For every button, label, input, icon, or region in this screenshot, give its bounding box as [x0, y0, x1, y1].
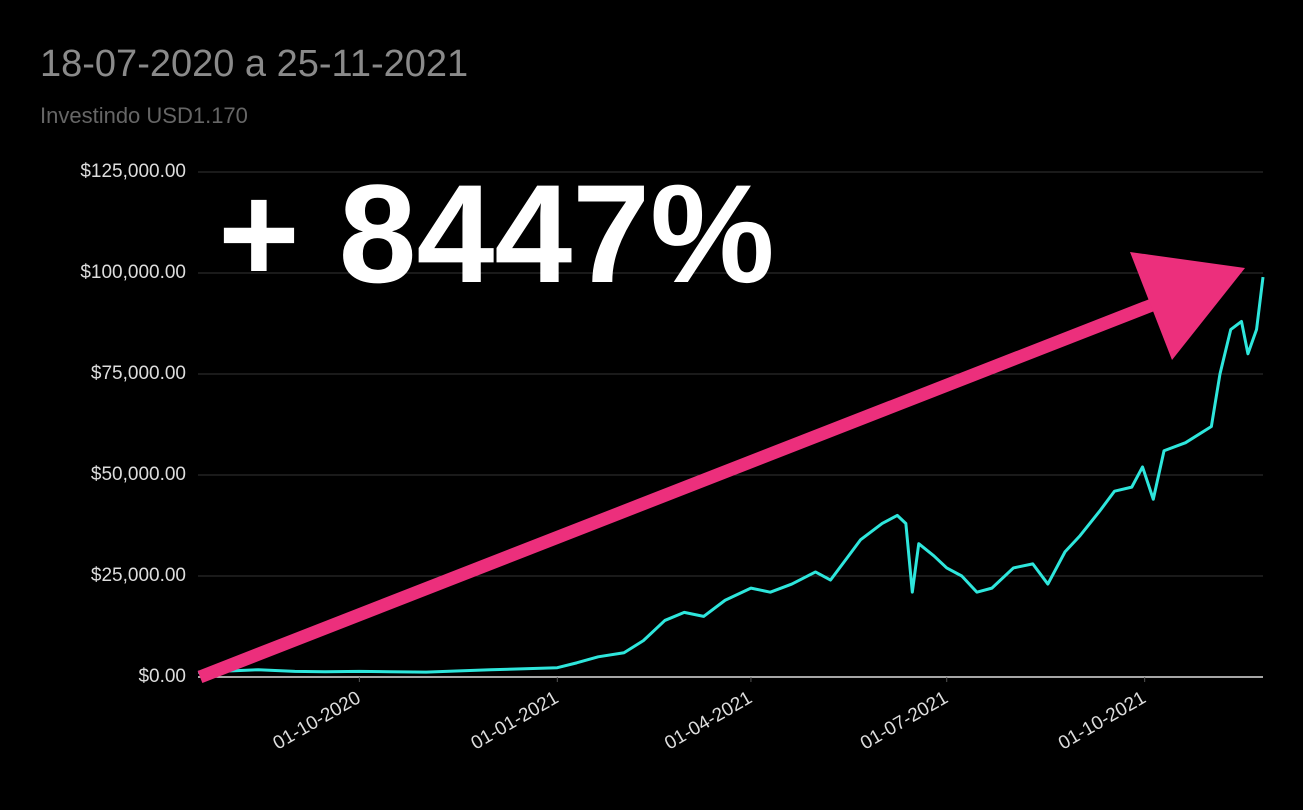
y-tick-label: $100,000.00: [80, 262, 186, 283]
y-tick-label: $75,000.00: [91, 363, 186, 384]
y-tick-label: $25,000.00: [91, 565, 186, 586]
y-tick-label: $0.00: [138, 666, 186, 687]
arrow-shaft: [197, 291, 1173, 684]
chart-title: 18-07-2020 a 25-11-2021: [40, 43, 468, 85]
line-series: [197, 276, 1265, 674]
annotation: + 8447%: [218, 155, 775, 312]
y-tick-label: $125,000.00: [80, 161, 186, 182]
arrow: [197, 252, 1245, 684]
chart-subtitle: Investindo USD1.170: [40, 103, 248, 128]
arrow-head: [1130, 252, 1245, 360]
y-tick-label: $50,000.00: [91, 464, 186, 485]
